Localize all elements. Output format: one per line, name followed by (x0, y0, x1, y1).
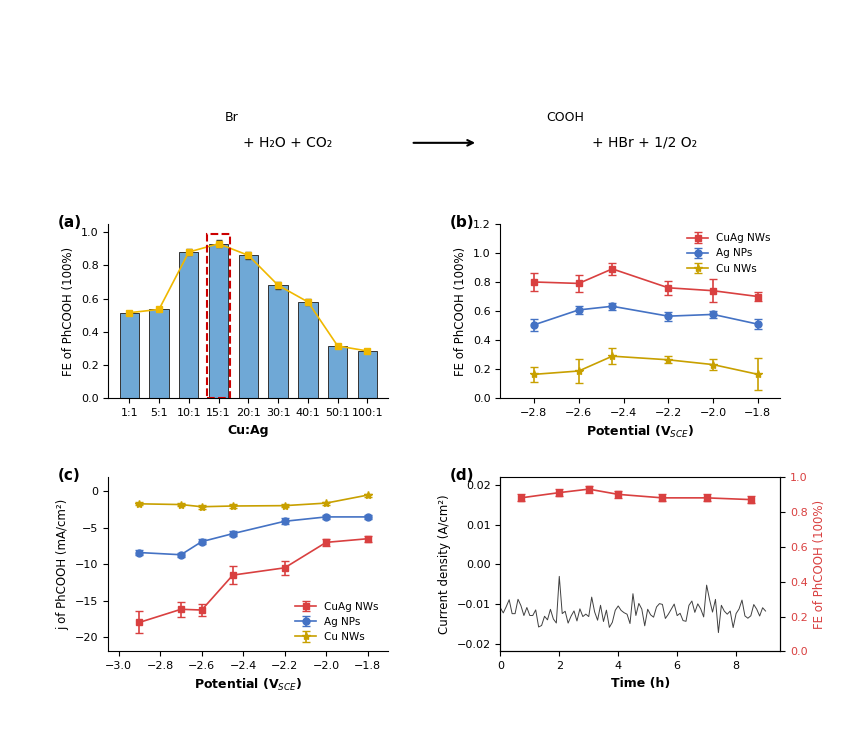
Text: (a): (a) (58, 215, 82, 230)
Text: (b): (b) (450, 215, 474, 230)
Bar (328, 346, 348, 398)
Bar (120, 313, 139, 398)
X-axis label: Cu:Ag: Cu:Ag (228, 424, 269, 436)
Bar (269, 285, 288, 398)
Bar (298, 302, 317, 398)
Y-axis label: j of PhCOOH (mA/cm²): j of PhCOOH (mA/cm²) (56, 498, 69, 630)
Bar (209, 244, 228, 398)
Legend: CuAg NWs, Ag NPs, Cu NWs: CuAg NWs, Ag NPs, Cu NWs (683, 229, 775, 277)
Text: + H₂O + CO₂: + H₂O + CO₂ (243, 136, 332, 150)
Bar (358, 351, 377, 398)
Legend: CuAg NWs, Ag NPs, Cu NWs: CuAg NWs, Ag NPs, Cu NWs (291, 597, 383, 646)
Y-axis label: FE of PhCOOH (100%): FE of PhCOOH (100%) (813, 500, 826, 629)
Y-axis label: FE of PhCOOH (100%): FE of PhCOOH (100%) (454, 247, 467, 376)
Y-axis label: Current density (A/cm²): Current density (A/cm²) (438, 494, 451, 634)
X-axis label: Potential (V$_{SCE}$): Potential (V$_{SCE}$) (586, 424, 694, 440)
X-axis label: Time (h): Time (h) (610, 677, 670, 690)
Y-axis label: FE of PhCOOH (100%): FE of PhCOOH (100%) (62, 247, 75, 376)
Bar (149, 310, 169, 398)
Text: + HBr + 1/2 O₂: + HBr + 1/2 O₂ (592, 136, 697, 150)
Text: Br: Br (225, 111, 238, 124)
Text: COOH: COOH (546, 111, 584, 124)
Bar (179, 252, 199, 398)
Text: (d): (d) (450, 468, 474, 483)
Bar (238, 255, 258, 398)
Text: (c): (c) (58, 468, 81, 483)
X-axis label: Potential (V$_{SCE}$): Potential (V$_{SCE}$) (194, 677, 303, 693)
